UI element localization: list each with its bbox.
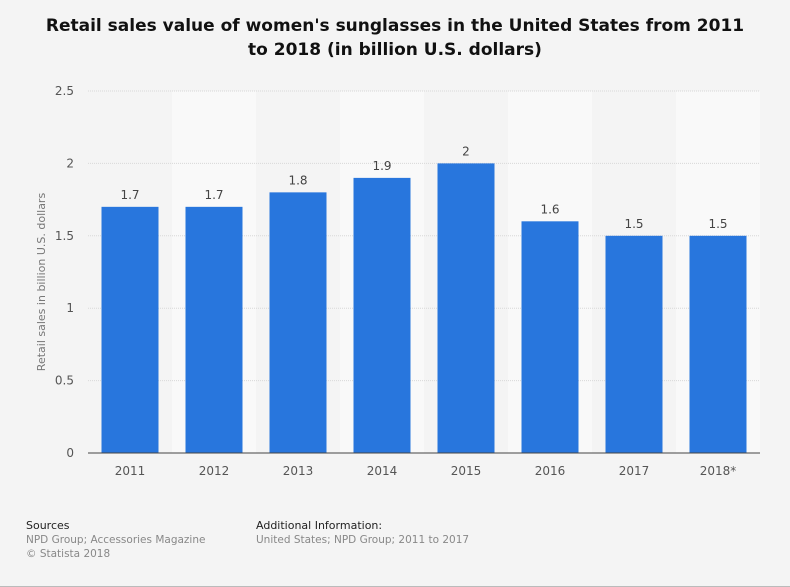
y-tick-label: 0 [66,446,74,460]
additional-info-section: Additional Information: United States; N… [256,519,469,547]
data-label: 1.9 [372,159,391,173]
data-label: 2 [462,144,470,158]
sources-heading: Sources [26,519,70,532]
x-tick-label: 2018* [700,464,737,478]
x-tick-label: 2016 [535,464,566,478]
x-tick-label: 2014 [367,464,398,478]
data-label: 1.7 [120,188,139,202]
y-tick-label: 1.5 [55,229,74,243]
bar [605,235,663,453]
x-tick-label: 2012 [199,464,230,478]
additional-info-heading: Additional Information: [256,519,383,532]
bar [353,177,411,453]
x-tick-label: 2011 [115,464,146,478]
sources-link[interactable]: NPD Group; Accessories Magazine [26,534,206,546]
data-label: 1.5 [624,217,643,231]
data-label: 1.6 [540,202,559,216]
data-label: 1.5 [708,217,727,231]
bar [521,221,579,453]
additional-info-text: United States; NPD Group; 2011 to 2017 [256,534,470,546]
data-label: 1.7 [204,188,223,202]
x-tick-label: 2017 [619,464,650,478]
y-tick-label: 1 [66,301,74,315]
chart-title: Retail sales value of women's sunglasses… [45,16,745,60]
y-axis-label: Retail sales in billion U.S. dollars [35,193,48,372]
bar [101,206,159,453]
bar [437,163,495,453]
x-tick-label: 2013 [283,464,314,478]
y-tick-label: 0.5 [55,374,74,388]
bar [185,206,243,453]
data-label: 1.8 [288,173,307,187]
copyright: © Statista 2018 [26,548,111,560]
sources-section: Sources NPD Group; Accessories Magazine … [26,519,205,561]
bar [689,235,747,453]
bar-chart: 0 0.5 1 1.5 2 2.5 1.7 2011 1.7 2012 1.8 2013 1.9 2014… [35,84,760,478]
y-tick-label: 2 [66,156,74,170]
y-tick-label: 2.5 [55,84,74,98]
x-tick-label: 2015 [451,464,482,478]
bar [269,192,327,454]
